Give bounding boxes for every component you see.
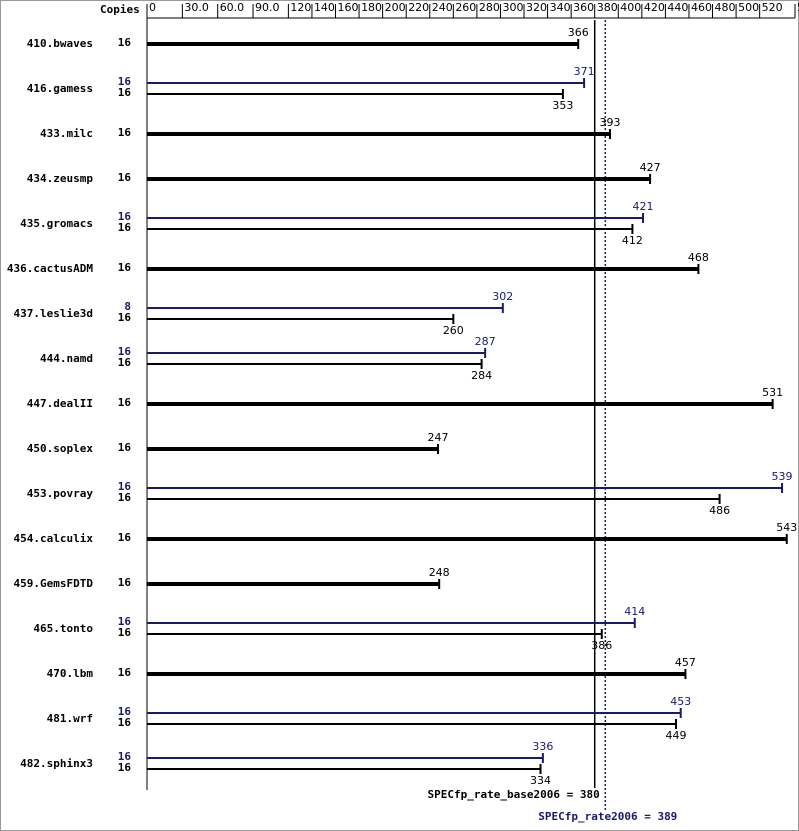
copies-label: 16 [118, 531, 132, 544]
value-label: 366 [568, 26, 589, 39]
benchmark-label: 459.GemsFDTD [14, 577, 94, 590]
benchmark-label: 434.zeusmp [27, 172, 94, 185]
benchmark-label: 470.lbm [47, 667, 94, 680]
copies-label: 16 [118, 666, 132, 679]
value-label: 284 [471, 369, 492, 382]
x-tick-label: 280 [479, 1, 500, 14]
value-label: 353 [552, 99, 573, 112]
copies-label: 16 [118, 615, 132, 628]
copies-label: 16 [118, 86, 132, 99]
x-tick-label: 340 [550, 1, 571, 14]
value-label: 543 [776, 521, 797, 534]
copies-label: 16 [118, 491, 132, 504]
x-tick-label: 360 [573, 1, 594, 14]
reference-label: SPECfp_rate_base2006 = 380 [428, 788, 600, 801]
x-tick-label: 60.0 [220, 1, 245, 14]
value-label: 414 [624, 605, 645, 618]
value-label: 449 [666, 729, 687, 742]
copies-label: 16 [118, 480, 132, 493]
x-tick-label: 520 [762, 1, 783, 14]
benchmark-label: 465.tonto [33, 622, 93, 635]
copies-label: 16 [118, 75, 132, 88]
x-tick-label: 550 [797, 1, 799, 14]
benchmark-label: 435.gromacs [20, 217, 93, 230]
benchmark-label: 433.milc [40, 127, 93, 140]
x-tick-label: 300 [502, 1, 523, 14]
value-label: 247 [428, 431, 449, 444]
benchmark-label: 447.dealII [27, 397, 93, 410]
x-tick-label: 400 [620, 1, 641, 14]
copies-label: 16 [118, 221, 132, 234]
value-label: 386 [591, 639, 612, 652]
x-tick-label: 140 [314, 1, 335, 14]
x-tick-label: 240 [432, 1, 453, 14]
x-tick-label: 0 [149, 1, 156, 14]
copies-label: 16 [118, 750, 132, 763]
x-tick-label: 440 [667, 1, 688, 14]
benchmark-label: 437.leslie3d [14, 307, 93, 320]
copies-label: 16 [118, 345, 132, 358]
x-tick-label: 260 [455, 1, 476, 14]
copies-label: 16 [118, 126, 132, 139]
x-tick-label: 500 [738, 1, 759, 14]
x-tick-label: 460 [691, 1, 712, 14]
value-label: 336 [532, 740, 553, 753]
copies-label: 8 [124, 300, 131, 313]
copies-label: 16 [118, 576, 132, 589]
copies-label: 16 [118, 761, 132, 774]
value-label: 421 [633, 200, 654, 213]
value-label: 248 [429, 566, 450, 579]
benchmark-label: 444.namd [40, 352, 93, 365]
copies-label: 16 [118, 705, 132, 718]
benchmark-label: 410.bwaves [27, 37, 93, 50]
x-tick-label: 160 [338, 1, 359, 14]
x-tick-label: 120 [290, 1, 311, 14]
x-tick-label: 30.0 [184, 1, 209, 14]
benchmark-label: 416.gamess [27, 82, 93, 95]
value-label: 486 [709, 504, 730, 517]
x-tick-label: 320 [526, 1, 547, 14]
copies-label: 16 [118, 36, 132, 49]
value-label: 427 [640, 161, 661, 174]
copies-label: 16 [118, 441, 132, 454]
benchmark-label: 450.soplex [27, 442, 94, 455]
x-tick-label: 200 [385, 1, 406, 14]
copies-label: 16 [118, 311, 132, 324]
copies-label: 16 [118, 210, 132, 223]
value-label: 412 [622, 234, 643, 247]
copies-label: 16 [118, 626, 132, 639]
value-label: 468 [688, 251, 709, 264]
value-label: 393 [600, 116, 621, 129]
copies-label: 16 [118, 171, 132, 184]
reference-label: SPECfp_rate2006 = 389 [538, 810, 677, 823]
value-label: 453 [670, 695, 691, 708]
x-tick-label: 420 [644, 1, 665, 14]
x-tick-label: 480 [715, 1, 736, 14]
copies-header: Copies [100, 3, 140, 16]
x-tick-label: 180 [361, 1, 382, 14]
benchmark-label: 482.sphinx3 [20, 757, 93, 770]
x-tick-label: 380 [597, 1, 618, 14]
x-tick-label: 220 [408, 1, 429, 14]
value-label: 260 [443, 324, 464, 337]
benchmark-label: 436.cactusADM [7, 262, 93, 275]
benchmark-label: 454.calculix [14, 532, 94, 545]
value-label: 539 [772, 470, 793, 483]
copies-label: 16 [118, 261, 132, 274]
copies-label: 16 [118, 716, 132, 729]
copies-label: 16 [118, 396, 132, 409]
benchmark-label: 481.wrf [47, 712, 93, 725]
benchmark-label: 453.povray [27, 487, 94, 500]
value-label: 457 [675, 656, 696, 669]
x-tick-label: 90.0 [255, 1, 280, 14]
value-label: 302 [492, 290, 513, 303]
copies-label: 16 [118, 356, 132, 369]
value-label: 334 [530, 774, 551, 787]
value-label: 531 [762, 386, 783, 399]
value-label: 371 [574, 65, 595, 78]
value-label: 287 [475, 335, 496, 348]
